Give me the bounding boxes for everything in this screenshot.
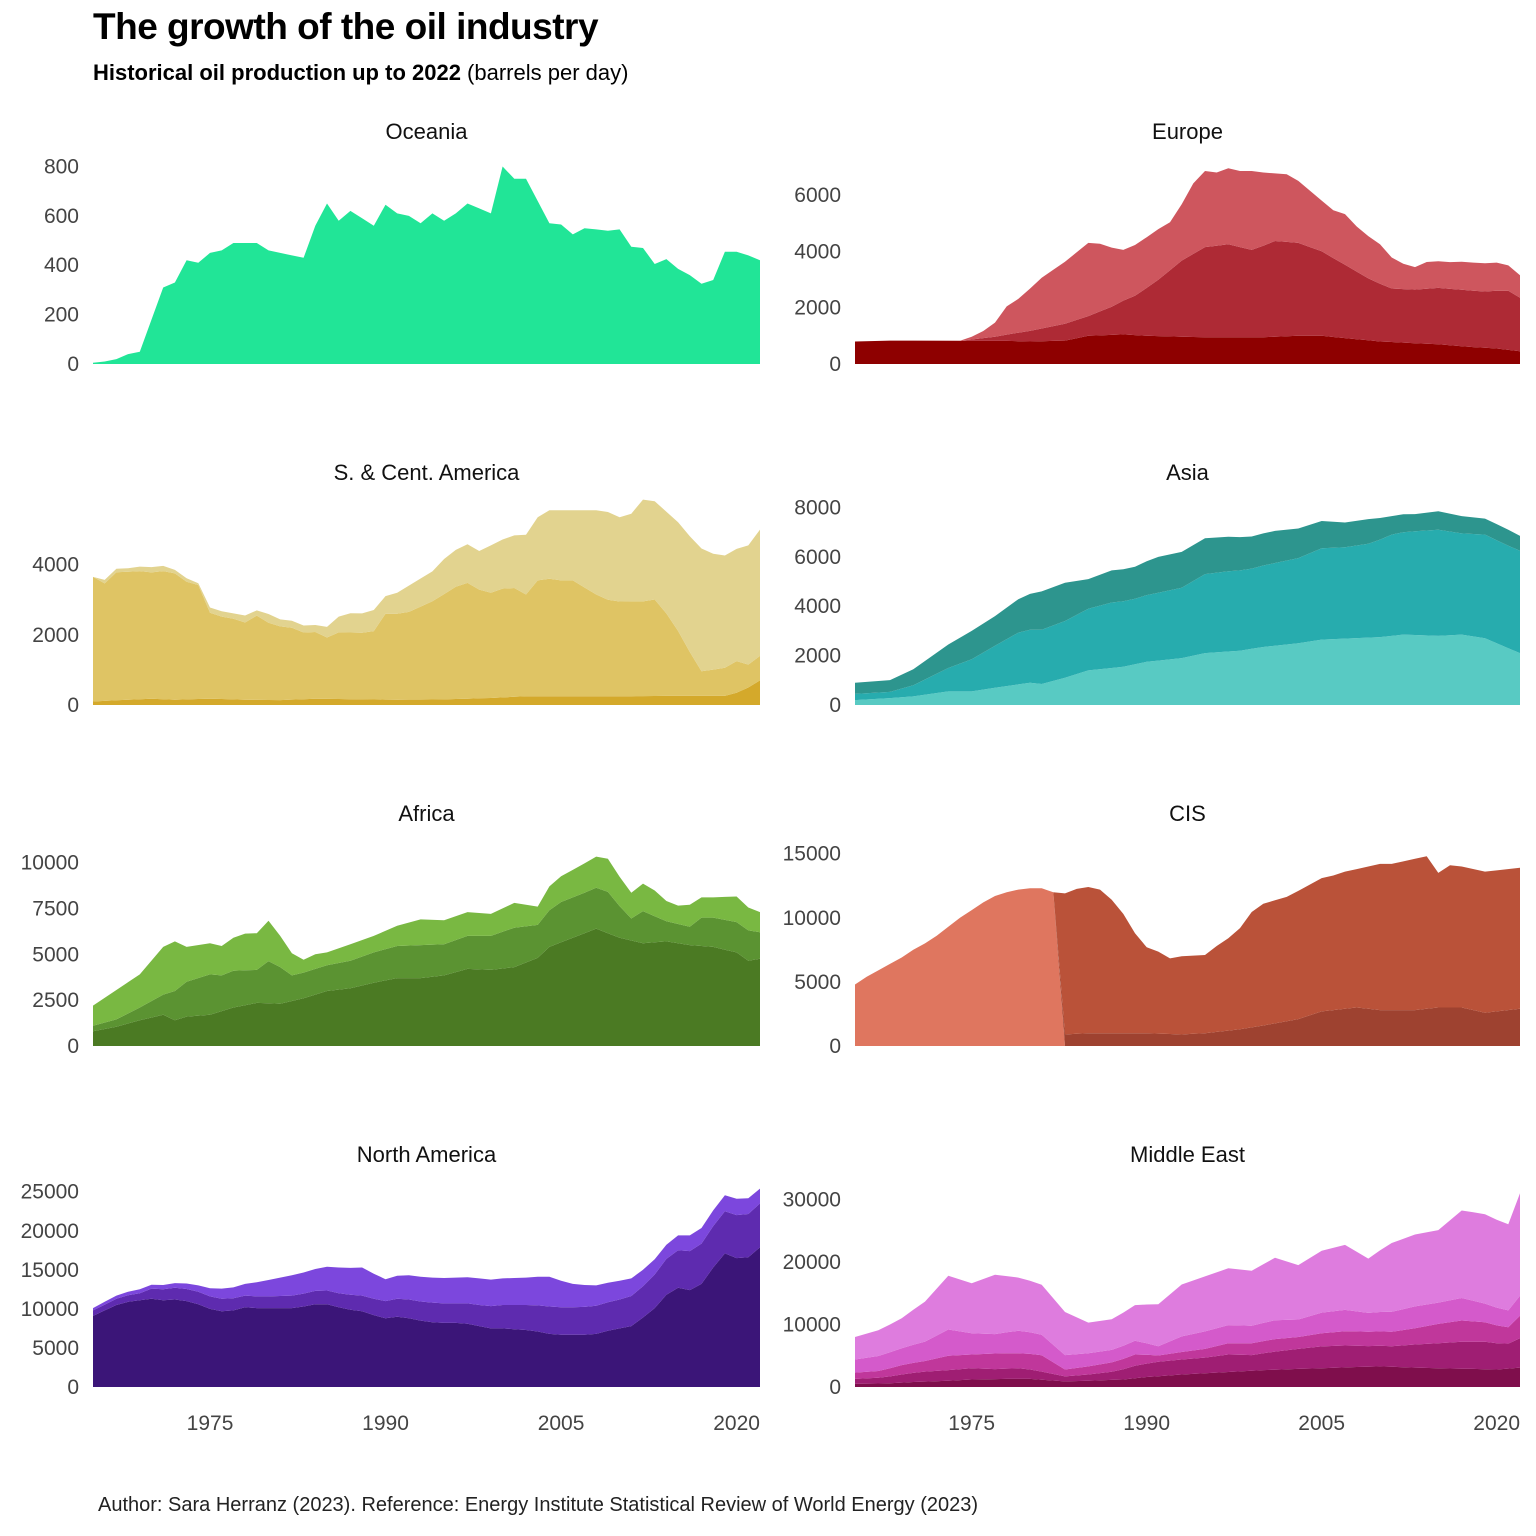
y-tick-label: 6000 [794, 546, 841, 569]
area-series-3 [93, 499, 760, 672]
y-tick-label: 2000 [32, 624, 79, 647]
panel-cis: CIS 0 5000 10000 15000 [783, 801, 1520, 1058]
y-tick-label: 4000 [32, 554, 79, 577]
y-tick-label: 0 [829, 694, 841, 717]
y-tick-label: 4000 [794, 240, 841, 263]
panel-title: S. & Cent. America [334, 460, 521, 485]
panel-title: North America [357, 1142, 497, 1167]
panel-title: CIS [1169, 801, 1206, 826]
panel-europe: Europe 0 2000 4000 6000 [794, 119, 1520, 376]
y-tick-label: 5000 [32, 1337, 79, 1360]
y-tick-label: 2000 [794, 645, 841, 668]
area-series-3 [855, 856, 1520, 1035]
area-series-2 [93, 571, 760, 702]
area-series-2 [93, 1203, 760, 1335]
y-tick-label: 5000 [794, 971, 841, 994]
y-tick-label: 0 [67, 353, 79, 376]
area-series-1 [93, 680, 760, 705]
area-series-1 [93, 166, 760, 364]
area-series-1 [855, 334, 1520, 364]
y-tick-label: 0 [67, 1035, 79, 1058]
area-series-3 [855, 1315, 1520, 1379]
x-tick-label: 1990 [1123, 1412, 1170, 1435]
y-tick-label: 15000 [21, 1259, 79, 1282]
y-tick-label: 0 [67, 1376, 79, 1399]
x-tick-label: 2005 [538, 1412, 585, 1435]
y-tick-label: 800 [44, 155, 79, 178]
x-tick-label: 2005 [1298, 1412, 1345, 1435]
chart-title: The growth of the oil industry [93, 6, 599, 47]
y-tick-label: 25000 [21, 1181, 79, 1204]
area-series-1 [855, 888, 1520, 1046]
panel-s-cent-america: S. & Cent. America 0 2000 4000 [32, 460, 760, 717]
x-tick-label: 1975 [948, 1412, 995, 1435]
subtitle-units: (barrels per day) [460, 60, 629, 85]
y-tick-label: 5000 [32, 943, 79, 966]
panel-title: Europe [1152, 119, 1223, 144]
chart-subtitle: Historical oil production up to 2022 (ba… [93, 60, 628, 86]
area-series-3 [855, 511, 1520, 694]
y-tick-label: 600 [44, 205, 79, 228]
panel-middle-east: Middle East 0 10000 20000 30000 1975 1990 2005 2… [783, 1142, 1520, 1435]
panel-north-america: North America 0 5000 10000 15000 20000 25000 19… [21, 1142, 760, 1435]
area-series-1 [855, 634, 1520, 705]
area-series-1 [93, 928, 760, 1046]
x-tick-label: 2020 [1473, 1412, 1520, 1435]
area-series-5 [855, 1193, 1520, 1360]
y-tick-label: 15000 [783, 843, 841, 866]
y-tick-label: 400 [44, 254, 79, 277]
area-series-2 [93, 887, 760, 1032]
panel-title: Asia [1166, 460, 1210, 485]
y-tick-label: 30000 [783, 1189, 841, 1212]
panel-title: Oceania [386, 119, 469, 144]
y-tick-label: 200 [44, 304, 79, 327]
y-tick-label: 10000 [21, 1298, 79, 1321]
y-tick-label: 0 [829, 1376, 841, 1399]
area-series-2 [855, 1338, 1520, 1384]
y-tick-label: 10000 [783, 907, 841, 930]
area-series-1 [855, 1366, 1520, 1387]
y-tick-label: 20000 [783, 1251, 841, 1274]
y-tick-label: 6000 [794, 184, 841, 207]
area-series-3 [93, 1188, 760, 1311]
x-tick-label: 1990 [362, 1412, 409, 1435]
y-tick-label: 4000 [794, 595, 841, 618]
panel-title: Middle East [1130, 1142, 1245, 1167]
source-caption: Author: Sara Herranz (2023). Reference: … [98, 1494, 979, 1516]
y-tick-label: 2500 [32, 989, 79, 1012]
y-tick-label: 0 [67, 694, 79, 717]
area-series-3 [93, 856, 760, 1026]
y-tick-label: 7500 [32, 897, 79, 920]
panel-asia: Asia 0 2000 4000 6000 8000 [794, 460, 1520, 717]
area-series-2 [855, 241, 1520, 352]
subtitle-bold: Historical oil production up to 2022 [93, 60, 461, 85]
area-series-1 [93, 1247, 760, 1387]
panel-africa: Africa 0 2500 5000 7500 10000 [21, 801, 760, 1058]
area-series-2 [855, 888, 1520, 1046]
y-tick-label: 10000 [783, 1314, 841, 1337]
area-series-2 [855, 529, 1520, 701]
panel-title: Africa [398, 801, 455, 826]
panel-oceania: Oceania 0 200 400 600 800 [44, 119, 760, 376]
y-tick-label: 0 [829, 1035, 841, 1058]
y-tick-label: 2000 [794, 297, 841, 320]
area-series-4 [855, 1295, 1520, 1373]
y-tick-label: 20000 [21, 1220, 79, 1243]
area-series-3 [855, 168, 1520, 342]
y-tick-label: 10000 [21, 852, 79, 875]
x-tick-label: 2020 [713, 1412, 760, 1435]
x-tick-label: 1975 [187, 1412, 234, 1435]
y-tick-label: 0 [829, 353, 841, 376]
y-tick-label: 8000 [794, 496, 841, 519]
